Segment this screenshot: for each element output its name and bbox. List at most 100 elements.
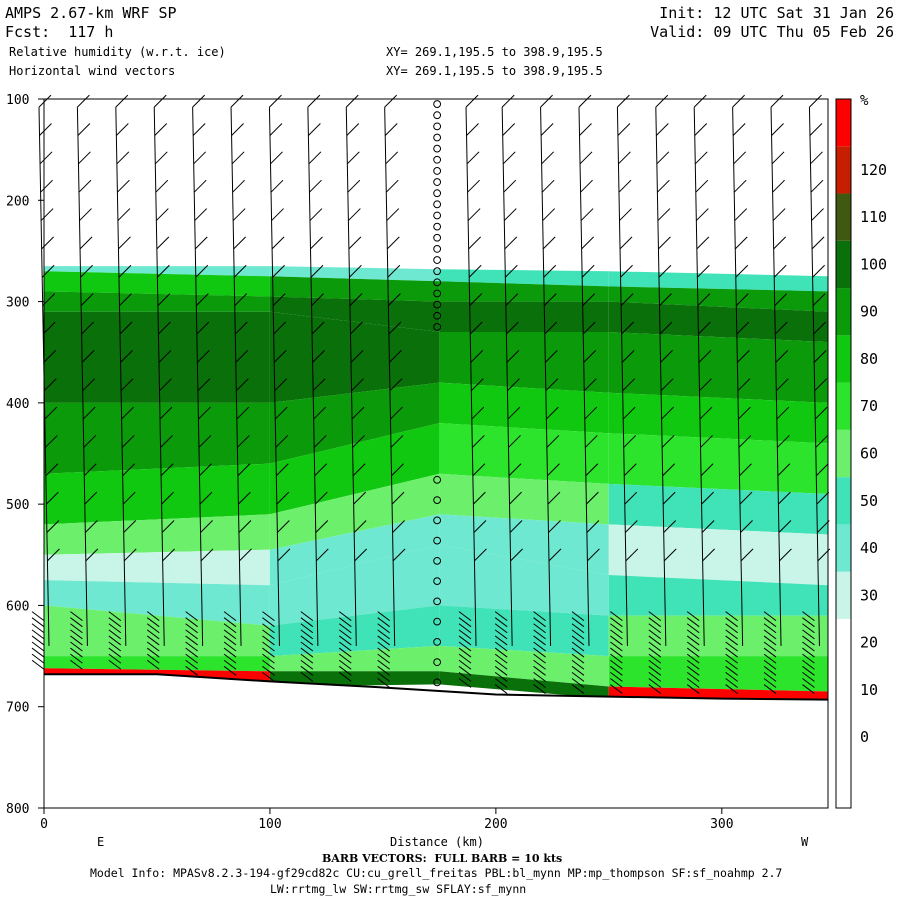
- wind-barb-flag: [348, 236, 362, 250]
- wind-barb-flag: [623, 463, 637, 477]
- wind-barb-flag: [618, 151, 631, 165]
- wind-barb-flag: [353, 520, 367, 533]
- wind-barb-flag: [262, 611, 275, 622]
- rh-band: [44, 514, 270, 555]
- rh-band: [439, 671, 609, 699]
- wind-barb-flag: [273, 321, 287, 335]
- wind-barb-flag: [31, 617, 45, 628]
- wind-barb-flag: [300, 665, 314, 676]
- wind-barb-flag: [223, 617, 237, 628]
- wind-barb-flag: [458, 665, 472, 676]
- wind-barb-flag: [802, 678, 815, 688]
- wind-barb-flag: [763, 659, 777, 670]
- wind-barb-flag: [648, 641, 662, 652]
- wind-barb-flag: [725, 665, 738, 676]
- wind-barb-flag: [390, 406, 403, 420]
- wind-barb-flag: [474, 548, 487, 562]
- wind-barb-flag: [737, 349, 750, 363]
- wind-barb-flag: [161, 491, 174, 505]
- calm-wind-circle: [433, 617, 442, 626]
- colorbar-unit-label: %: [860, 93, 869, 109]
- calm-wind-circle: [433, 516, 442, 525]
- wind-barb-flag: [458, 617, 472, 628]
- wind-barb-flag: [155, 179, 169, 193]
- wind-barb-flag: [269, 123, 283, 136]
- wind-barb-flag: [262, 671, 275, 682]
- wind-barb-flag: [533, 659, 546, 670]
- calm-wind-circle: [433, 144, 442, 153]
- wind-barb-flag: [610, 653, 623, 664]
- wind-barb-flag: [311, 293, 324, 306]
- wind-barb-flag: [262, 665, 275, 676]
- wind-barb-flag: [584, 406, 598, 420]
- wind-barb-flag: [391, 491, 405, 505]
- wind-barb-flag: [384, 94, 398, 108]
- rh-band: [608, 301, 828, 343]
- wind-barb-flag: [200, 520, 213, 533]
- wind-barb-flag: [686, 659, 700, 670]
- wind-barb-flag: [621, 349, 635, 363]
- wind-barb-flag: [199, 491, 213, 505]
- wind-barb-flag: [533, 665, 546, 676]
- colorbar-tick-label: 10: [860, 681, 878, 699]
- wind-barb-flag: [802, 635, 815, 646]
- wind-barb-flag: [503, 179, 517, 193]
- rh-band: [608, 433, 828, 494]
- wind-barb-flag: [300, 617, 314, 628]
- rh-band: [608, 656, 828, 692]
- wind-barb-flag: [740, 520, 753, 533]
- rh-band: [269, 645, 440, 672]
- wind-barb-flag: [223, 647, 237, 658]
- wind-barb-flag: [458, 653, 472, 664]
- calm-wind-circle: [433, 577, 442, 586]
- wind-barb-flag: [698, 321, 711, 335]
- wind-barb-flag: [377, 659, 390, 670]
- wind-barb-flag: [377, 635, 390, 646]
- wind-barb-flag: [80, 264, 93, 278]
- wind-barb-flag: [70, 611, 83, 622]
- wind-barb-flag: [502, 151, 516, 165]
- wind-barb-flag: [693, 94, 707, 108]
- wind-barb-flag: [533, 623, 546, 634]
- colorbar-swatch: [836, 382, 851, 430]
- wind-barb-flag: [694, 123, 708, 136]
- wind-barb-flag: [586, 520, 600, 533]
- plot-frame: [43, 98, 829, 809]
- wind-barb-flag: [193, 151, 207, 165]
- wind-barb-flag: [812, 293, 826, 306]
- wind-barb-flag: [494, 671, 508, 682]
- wind-barb-flag: [620, 293, 634, 306]
- wind-barb-flag: [275, 463, 289, 477]
- wind-barb-staff: [192, 107, 204, 646]
- wind-barb-flag: [311, 321, 325, 335]
- wind-barb-flag: [686, 665, 700, 676]
- wind-barb-flag: [313, 435, 327, 448]
- wind-barb-flag: [377, 653, 390, 664]
- rh-band: [439, 382, 609, 434]
- model-info: Model Info: MPASv8.2.3-194-gf29cd82c CU:…: [90, 866, 783, 880]
- y-tick-label: 600: [6, 599, 29, 614]
- wind-barb-flag: [392, 548, 406, 562]
- right-end-label: W: [801, 835, 809, 849]
- calm-wind-circle: [433, 111, 442, 120]
- wind-barb-flag: [377, 629, 390, 640]
- wind-barb-flag: [773, 236, 787, 250]
- wind-barb-flag: [686, 653, 700, 664]
- wind-barb-flag: [300, 671, 314, 682]
- wind-barb-flag: [271, 208, 284, 221]
- x-tick-label: 100: [258, 817, 281, 832]
- rh-band: [439, 423, 609, 484]
- calm-wind-circle: [433, 189, 442, 198]
- wind-barb-flag: [458, 671, 472, 682]
- wind-barb-flag: [810, 179, 824, 193]
- wind-barb-flag: [223, 629, 237, 640]
- y-tick-label: 300: [6, 296, 29, 311]
- wind-barb-flag: [548, 548, 562, 562]
- wind-barb-flag: [345, 94, 359, 108]
- wind-barb-flag: [146, 647, 160, 658]
- x-tick-label: 300: [710, 817, 733, 832]
- wind-barb-flag: [77, 94, 90, 108]
- wind-barb-flag: [700, 463, 714, 477]
- wind-barb-flag: [544, 321, 558, 335]
- wind-barb-flag: [619, 208, 632, 221]
